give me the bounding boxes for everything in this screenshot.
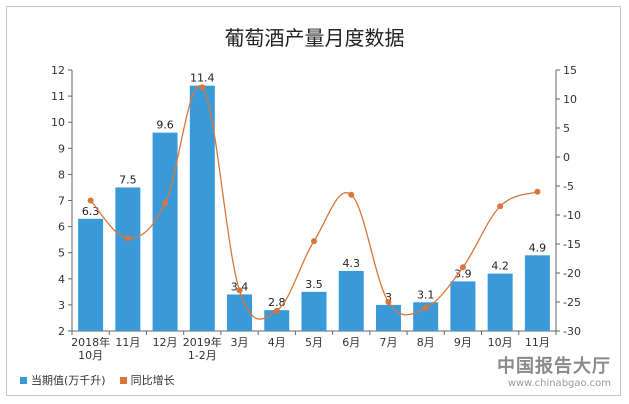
bar xyxy=(301,291,327,331)
growth-point xyxy=(162,200,169,207)
x-tick-label: 7月 xyxy=(379,336,397,349)
bar-data-label: 3.4 xyxy=(231,280,249,293)
growth-point xyxy=(385,299,392,305)
legend-swatch-line xyxy=(119,376,127,384)
bar-data-label: 2.8 xyxy=(268,296,286,309)
growth-point xyxy=(236,287,243,294)
x-tick-label: 11月 xyxy=(115,336,140,349)
growth-point xyxy=(534,188,541,195)
legend-item-line: 同比增长 xyxy=(119,372,175,388)
y-right-tick-label: 15 xyxy=(563,64,577,77)
growth-point xyxy=(459,264,466,271)
bar xyxy=(78,218,104,331)
y-right-tick-label: -25 xyxy=(563,296,581,309)
bar xyxy=(227,294,253,331)
bar xyxy=(152,132,178,331)
legend-swatch-bar xyxy=(20,376,27,384)
bar xyxy=(375,304,401,331)
y-right-tick-label: -5 xyxy=(563,180,574,193)
y-left-tick-label: 9 xyxy=(58,142,65,155)
legend-item-bar: 当期值(万千升) xyxy=(20,372,106,388)
bar xyxy=(338,270,364,331)
legend-label-bar: 当期值(万千升) xyxy=(31,374,106,387)
y-right-tick-label: 0 xyxy=(563,151,570,164)
y-left-tick-label: 8 xyxy=(58,168,65,181)
bar-data-label: 3.1 xyxy=(417,288,435,301)
chart-title: 葡萄酒产量月度数据 xyxy=(224,26,405,50)
y-right-tick-label: -20 xyxy=(563,267,581,280)
bar xyxy=(524,255,550,331)
watermark: 中国报告大厅 www.chinabgao.com xyxy=(497,352,611,389)
growth-point xyxy=(273,307,280,314)
bar-data-label: 3.9 xyxy=(454,267,472,280)
x-tick-label: 10月 xyxy=(488,336,513,349)
y-right-tick-label: 10 xyxy=(563,93,577,106)
y-left-tick-label: 11 xyxy=(51,90,65,103)
growth-point xyxy=(87,197,94,204)
y-right-tick-label: -15 xyxy=(563,238,581,251)
x-tick-label: 5月 xyxy=(305,336,323,349)
bar-data-label: 6.3 xyxy=(82,205,100,218)
growth-point xyxy=(311,238,317,245)
y-left-tick-label: 3 xyxy=(58,299,65,312)
bar-data-label: 4.2 xyxy=(491,260,509,273)
y-left-tick-label: 12 xyxy=(51,64,65,77)
bar-data-label: 7.5 xyxy=(119,173,137,186)
x-tick-label: 4月 xyxy=(268,336,286,349)
x-tick-label: 6月 xyxy=(342,336,360,349)
growth-point xyxy=(497,203,504,210)
bar xyxy=(115,187,141,331)
x-tick-label: 9月 xyxy=(454,336,472,349)
x-tick-label: 8月 xyxy=(417,336,435,349)
y-left-tick-label: 7 xyxy=(58,195,65,208)
legend: 当期值(万千升) 同比增长 xyxy=(20,372,175,388)
bar-data-label: 3.5 xyxy=(305,278,323,291)
growth-line xyxy=(90,85,538,320)
growth-point xyxy=(199,84,206,91)
y-left-tick-label: 4 xyxy=(58,273,65,286)
bar xyxy=(450,281,476,331)
y-left-tick-label: 6 xyxy=(58,221,65,234)
x-tick-label: 3月 xyxy=(231,336,249,349)
watermark-logo: 中国报告大厅 xyxy=(497,356,611,377)
bar xyxy=(487,273,513,331)
y-left-tick-label: 10 xyxy=(51,116,65,129)
y-left-tick-label: 5 xyxy=(58,247,65,260)
x-tick-label: 12月 xyxy=(153,336,178,349)
bar-data-label: 9.6 xyxy=(156,119,174,132)
bar-data-label: 11.4 xyxy=(190,72,215,85)
growth-point xyxy=(422,304,429,311)
x-tick-label: 11月 xyxy=(525,336,550,349)
x-tick-label: 2019年 1-2月 xyxy=(183,335,222,362)
bar-data-label: 3 xyxy=(385,291,392,304)
y-right-tick-label: 5 xyxy=(563,122,570,135)
watermark-url: www.chinabgao.com xyxy=(507,378,611,389)
legend-label-line: 同比增长 xyxy=(130,374,175,387)
growth-point xyxy=(348,191,355,198)
bar xyxy=(189,85,215,331)
x-tick-label: 2018年 10月 xyxy=(71,335,110,362)
y-right-tick-label: -30 xyxy=(563,325,581,338)
y-left-tick-label: 2 xyxy=(58,325,65,338)
bar-data-label: 4.9 xyxy=(529,241,547,254)
y-right-tick-label: -10 xyxy=(563,209,581,222)
bar-data-label: 4.3 xyxy=(342,257,360,270)
growth-point xyxy=(124,235,131,242)
